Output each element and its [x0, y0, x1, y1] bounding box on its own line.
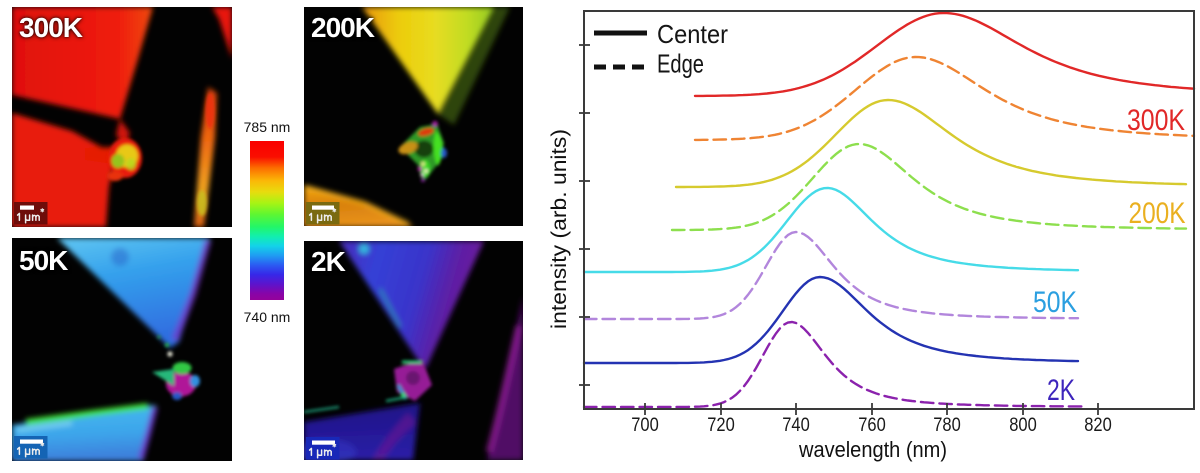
- svg-text:820: 820: [1084, 415, 1112, 436]
- svg-text:intensity (arb. units): intensity (arb. units): [548, 129, 571, 329]
- svg-text:300K: 300K: [1127, 104, 1185, 137]
- svg-text:Center: Center: [657, 19, 728, 49]
- svg-text:50K: 50K: [1033, 286, 1077, 319]
- svg-text:780: 780: [933, 415, 961, 436]
- svg-text:800: 800: [1009, 415, 1037, 436]
- svg-text:200K: 200K: [1129, 197, 1186, 230]
- svg-text:760: 760: [858, 415, 886, 436]
- svg-text:720: 720: [707, 415, 735, 436]
- svg-text:2K: 2K: [1047, 374, 1075, 407]
- svg-text:740: 740: [782, 415, 810, 436]
- svg-text:Edge: Edge: [657, 49, 704, 79]
- svg-text:wavelength (nm): wavelength (nm): [798, 437, 947, 462]
- svg-text:700: 700: [631, 415, 659, 436]
